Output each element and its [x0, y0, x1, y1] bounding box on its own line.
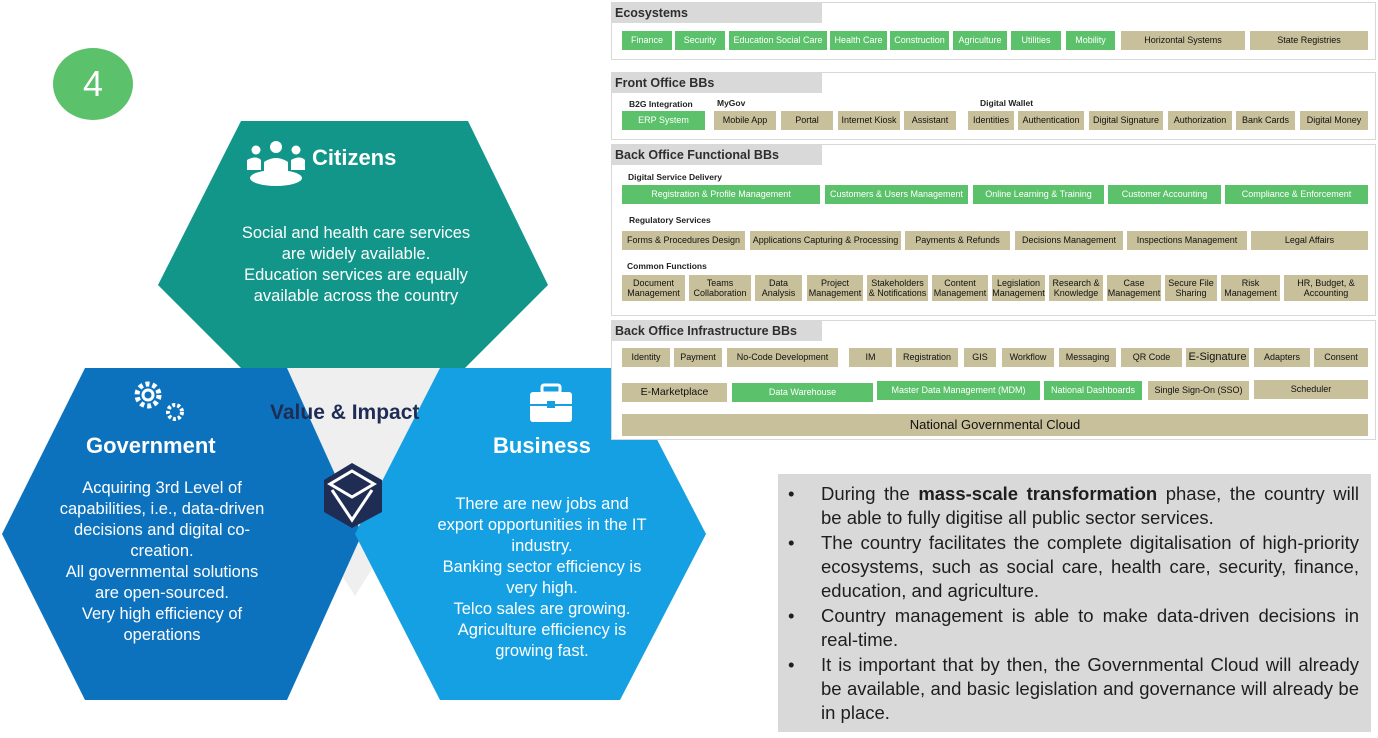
mobile-app-box: Mobile App [714, 111, 776, 130]
citizens-text: Social and health care services are widel… [241, 224, 471, 305]
dsd-compliance-box: Compliance & Enforcement [1225, 185, 1368, 204]
common-secure-file-box: Secure File Sharing [1165, 275, 1217, 301]
dsd-registration-box: Registration & Profile Management [622, 185, 820, 204]
infra-identity-box: Identity [622, 348, 670, 367]
back-office-functional-title: Back Office Functional BBs [612, 145, 822, 165]
infra-payment-box: Payment [674, 348, 722, 367]
briefcase-icon [530, 383, 572, 422]
business-hexagon [355, 368, 706, 700]
gears-icon [134, 381, 184, 421]
common-risk-box: Risk Management [1221, 275, 1280, 301]
digital-wallet-label: Digital Wallet [980, 98, 1034, 108]
national-cloud-bar: National Governmental Cloud [622, 414, 1368, 436]
internet-kiosk-box: Internet Kiosk [838, 111, 900, 130]
ecosystem-health-care: Health Care [830, 31, 887, 50]
infra-im-box: IM [849, 348, 892, 367]
reg-decisions-box: Decisions Management [1015, 231, 1123, 250]
authentication-box: Authentication [1018, 111, 1084, 130]
government-text: Acquiring 3rd Level of capabilities, i.e.… [59, 479, 265, 644]
government-title: Government [86, 433, 216, 458]
cube-logo-icon [324, 463, 382, 528]
infra-mdm-box: Master Data Management (MDM) [877, 381, 1040, 400]
infra-adapters-box: Adapters [1254, 348, 1310, 367]
hexagon-diagram [2, 121, 706, 700]
ecosystems-title: Ecosystems [612, 3, 822, 23]
ecosystem-agriculture: Agriculture [953, 31, 1007, 50]
infra-gis-box: GIS [964, 348, 996, 367]
identities-box: Identities [968, 111, 1014, 130]
citizens-title: Citizens [312, 145, 397, 170]
dsd-learning-box: Online Learning & Training [973, 185, 1104, 204]
common-stakeholders-box: Stakeholders & Notifications [867, 275, 928, 301]
center-title: Value & Impact [270, 401, 420, 424]
assistant-box: Assistant [904, 111, 956, 130]
bank-cards-box: Bank Cards [1236, 111, 1295, 130]
common-project-box: Project Management [807, 275, 863, 301]
common-teams-box: Teams Collaboration [689, 275, 751, 301]
portal-box: Portal [781, 111, 833, 130]
common-case-box: Case Management [1107, 275, 1161, 301]
authorization-box: Authorization [1168, 111, 1232, 130]
digital-signature-box: Digital Signature [1089, 111, 1163, 130]
ecosystem-finance: Finance [622, 31, 672, 50]
back-office-infra-title: Back Office Infrastructure BBs [612, 321, 822, 341]
infra-scheduler-box: Scheduler [1254, 380, 1368, 399]
ecosystem-mobility: Mobility [1066, 31, 1115, 50]
ecosystem-state-registries: State Registries [1250, 31, 1368, 50]
dsd-customers-box: Customers & Users Management [825, 185, 968, 204]
front-office-title: Front Office BBs [612, 73, 822, 93]
government-hexagon [2, 368, 362, 700]
people-icon [247, 141, 305, 186]
ecosystem-education: Education Social Care [729, 31, 827, 50]
summary-bullet-2: The country facilitates the complete dig… [778, 531, 1359, 603]
regulatory-services-label: Regulatory Services [629, 215, 711, 225]
infra-workflow-box: Workflow [1002, 348, 1054, 367]
common-data-analysis-box: Data Analysis [755, 275, 802, 301]
step-badge: 4 [53, 48, 133, 120]
summary-bullet-3: Country management is able to make data-… [778, 604, 1359, 652]
ecosystem-construction: Construction [890, 31, 949, 50]
infra-registration-box: Registration [896, 348, 958, 367]
infra-consent-box: Consent [1314, 348, 1368, 367]
summary-bullet-4: It is important that by then, the Govern… [778, 653, 1359, 725]
reg-forms-box: Forms & Procedures Design [622, 231, 745, 250]
infra-qrcode-box: QR Code [1121, 348, 1182, 367]
ecosystem-horizontal-systems: Horizontal Systems [1121, 31, 1245, 50]
business-title: Business [493, 433, 591, 458]
infra-sso-box: Single Sign-On (SSO) [1148, 381, 1249, 400]
summary-bullet-1: During the mass-scale transformation pha… [778, 482, 1359, 530]
common-legislation-box: Legislation Management [992, 275, 1045, 301]
infra-emarketplace-box: E-Marketplace [622, 383, 727, 402]
common-functions-label: Common Functions [627, 261, 707, 271]
erp-system-box: ERP System [622, 111, 705, 130]
infra-nocode-box: No-Code Development [727, 348, 838, 367]
common-content-box: Content Management [932, 275, 988, 301]
mygov-label: MyGov [717, 98, 746, 108]
b2g-label: B2G Integration [629, 99, 693, 109]
reg-payments-box: Payments & Refunds [905, 231, 1010, 250]
digital-money-box: Digital Money [1300, 111, 1368, 130]
reg-legal-box: Legal Affairs [1251, 231, 1368, 250]
ecosystem-utilities: Utilities [1011, 31, 1061, 50]
infra-data-warehouse-box: Data Warehouse [732, 383, 873, 402]
infra-messaging-box: Messaging [1059, 348, 1116, 367]
common-hr-box: HR, Budget, & Accounting [1284, 275, 1368, 301]
business-text: There are new jobs and export opportuniti… [437, 495, 647, 660]
reg-applications-box: Applications Capturing & Processing [750, 231, 901, 250]
infra-dashboards-box: National Dashboards [1044, 381, 1142, 400]
common-document-box: Document Management [622, 275, 685, 301]
reg-inspections-box: Inspections Management [1127, 231, 1247, 250]
summary-box: During the mass-scale transformation pha… [778, 474, 1371, 732]
dsd-accounting-box: Customer Accounting [1108, 185, 1221, 204]
ecosystem-security: Security [675, 31, 725, 50]
digital-service-delivery-label: Digital Service Delivery [628, 172, 723, 182]
common-research-box: Research & Knowledge [1049, 275, 1103, 301]
infra-esignature-box: E-Signature [1186, 348, 1249, 367]
